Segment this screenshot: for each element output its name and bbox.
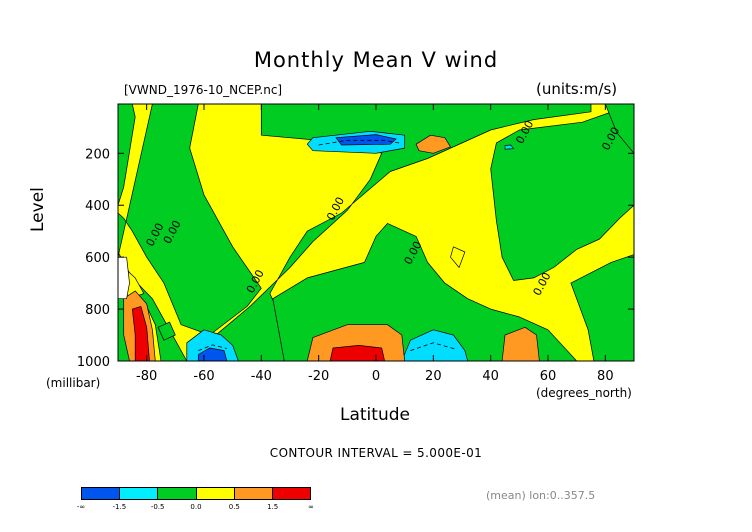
x-axis-unit-label: (degrees_north) — [536, 386, 632, 400]
colorbar-tick-label: -1.5 — [112, 503, 127, 511]
dashed-contour-2 — [410, 342, 457, 351]
contour-region-4 — [490, 103, 635, 281]
contour-region-14 — [504, 144, 514, 150]
y-tick-label: 1000 — [77, 355, 110, 370]
x-tick-label: -80 — [136, 369, 157, 384]
contour-region-16 — [197, 347, 228, 362]
y-tick-label: 800 — [85, 303, 110, 318]
colorbar-tick-label: ∞ — [308, 503, 314, 511]
x-tick-label: 60 — [540, 369, 557, 384]
contour-regions — [117, 103, 635, 362]
y-tick-label: 400 — [85, 199, 110, 214]
x-tick-label: -60 — [193, 369, 214, 384]
chart-title: Monthly Mean V wind — [253, 48, 499, 72]
colorbar-tick-label: 1.5 — [267, 503, 279, 511]
x-tick-label: 40 — [482, 369, 499, 384]
x-axis-label: Latitude — [340, 405, 410, 425]
contour-region-13 — [415, 134, 451, 154]
y-tick-label: 600 — [85, 251, 110, 266]
colorbar-tick-label: 0.0 — [190, 503, 202, 511]
x-tick-label: 20 — [425, 369, 442, 384]
colorbar-segment — [82, 488, 121, 499]
contour-region-7 — [157, 321, 176, 341]
contour-region-10 — [450, 246, 466, 268]
colorbar-segment — [158, 488, 197, 499]
x-tick-label: -20 — [308, 369, 329, 384]
axis-ticks: -80 -60 -40 -20 0 20 40 60 80 200 400 600 800 1000 — [77, 104, 634, 384]
colorbar-segment — [196, 488, 235, 499]
x-tick-label: -40 — [251, 369, 272, 384]
contour-interval-label: CONTOUR INTERVAL = 5.000E-01 — [269, 446, 483, 460]
units-label: (units:m/s) — [536, 80, 618, 98]
colorbar-segment — [234, 488, 273, 499]
colorbar-segment — [120, 488, 159, 499]
colorbar-segment — [272, 488, 311, 499]
y-axis-unit-label: (millibar) — [46, 376, 101, 390]
colorbar-tick-label: 0.5 — [228, 503, 240, 511]
colorbar-tick-label: -0.5 — [150, 503, 165, 511]
mean-label: (mean) lon:0..357.5 — [486, 489, 596, 502]
contour-region-12 — [335, 134, 397, 146]
dashed-contour-0 — [318, 139, 402, 146]
colorbar — [81, 487, 311, 500]
colorbar-tick-label: -∞ — [76, 503, 86, 511]
y-tick-label: 200 — [85, 147, 110, 162]
x-tick-label: 80 — [597, 369, 614, 384]
x-tick-label: 0 — [372, 369, 380, 384]
contour-region-1 — [117, 103, 262, 362]
file-label: [VWND_1976-10_NCEP.nc] — [124, 83, 283, 97]
dashed-contours — [198, 139, 457, 351]
dashed-contour-1 — [198, 344, 227, 351]
